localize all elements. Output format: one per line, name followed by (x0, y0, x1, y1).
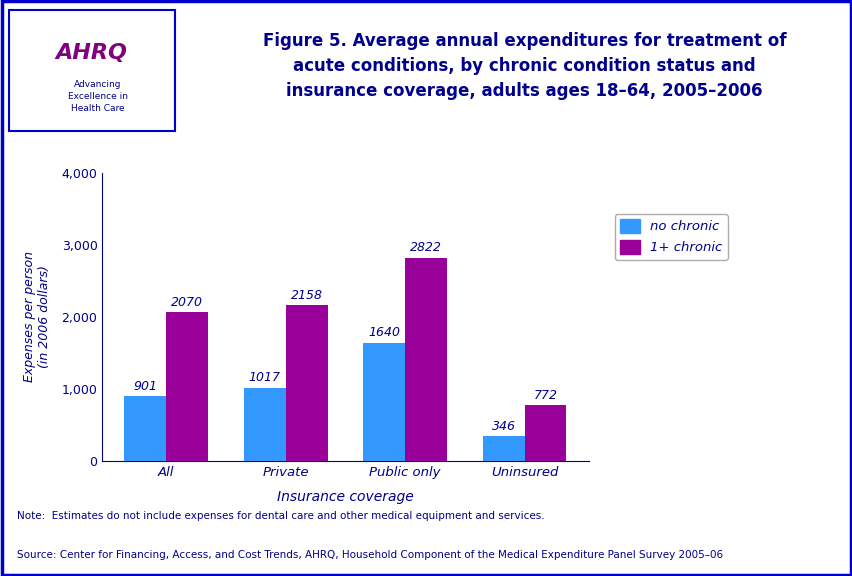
Text: 901: 901 (133, 380, 157, 393)
Y-axis label: Expenses per person
(in 2006 dollars): Expenses per person (in 2006 dollars) (22, 251, 50, 382)
Text: 346: 346 (491, 420, 515, 433)
Text: AHRQ: AHRQ (55, 43, 127, 63)
Text: Advancing
Excellence in
Health Care: Advancing Excellence in Health Care (68, 81, 128, 113)
Bar (524, 406, 566, 461)
Text: 1017: 1017 (249, 372, 280, 384)
Text: 2070: 2070 (171, 295, 203, 309)
Bar (166, 312, 208, 461)
Legend: no chronic, 1+ chronic: no chronic, 1+ chronic (614, 214, 727, 260)
Bar (244, 388, 285, 461)
Bar (285, 305, 327, 461)
Text: Source: Center for Financing, Access, and Cost Trends, AHRQ, Household Component: Source: Center for Financing, Access, an… (17, 550, 722, 559)
Bar (124, 396, 166, 461)
Bar (9, 10, 175, 131)
Text: 1640: 1640 (368, 327, 400, 339)
Text: 2158: 2158 (291, 289, 322, 302)
Bar (482, 436, 524, 461)
Text: Note:  Estimates do not include expenses for dental care and other medical equip: Note: Estimates do not include expenses … (17, 511, 544, 521)
X-axis label: Insurance coverage: Insurance coverage (277, 490, 413, 504)
Text: Figure 5. Average annual expenditures for treatment of
acute conditions, by chro: Figure 5. Average annual expenditures fo… (262, 32, 786, 100)
Bar (405, 257, 446, 461)
Text: 772: 772 (533, 389, 557, 402)
Text: 2822: 2822 (410, 241, 441, 255)
Bar (363, 343, 405, 461)
